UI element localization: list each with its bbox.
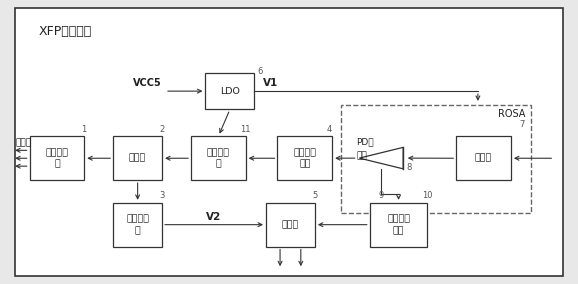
Text: 3: 3 xyxy=(160,191,165,200)
Text: VCC5: VCC5 xyxy=(134,78,162,88)
Text: ROSA: ROSA xyxy=(498,110,525,120)
Bar xyxy=(341,105,531,213)
Text: 差分线: 差分线 xyxy=(15,139,31,147)
Text: 功率检测
器: 功率检测 器 xyxy=(126,214,149,235)
Text: 9: 9 xyxy=(379,191,384,200)
Text: 耦合器: 耦合器 xyxy=(129,154,146,163)
Text: V1: V1 xyxy=(263,78,278,88)
Bar xyxy=(113,203,162,247)
Bar xyxy=(29,136,84,180)
Text: LDO: LDO xyxy=(220,87,240,96)
Bar xyxy=(266,203,315,247)
Bar xyxy=(370,203,427,247)
Text: 2: 2 xyxy=(160,124,165,133)
Text: 6: 6 xyxy=(257,66,262,76)
Text: 7: 7 xyxy=(520,120,525,129)
Text: 巴伦转换
器: 巴伦转换 器 xyxy=(46,148,68,169)
Bar xyxy=(191,136,246,180)
Text: PD探: PD探 xyxy=(357,137,374,146)
Text: 测器: 测器 xyxy=(357,151,367,160)
Text: 11: 11 xyxy=(240,124,250,133)
Text: 8: 8 xyxy=(406,163,412,172)
Bar xyxy=(205,73,254,110)
Text: 5: 5 xyxy=(312,191,317,200)
Text: 阻抗匹配
电路: 阻抗匹配 电路 xyxy=(294,148,316,169)
Text: 射频放大
器: 射频放大 器 xyxy=(207,148,230,169)
Text: 光接口: 光接口 xyxy=(475,154,492,163)
Text: 10: 10 xyxy=(421,191,432,200)
Text: 4: 4 xyxy=(327,124,332,133)
Text: 单片机: 单片机 xyxy=(282,220,299,229)
Bar xyxy=(113,136,162,180)
Bar xyxy=(456,136,511,180)
Text: 光功率检
测器: 光功率检 测器 xyxy=(387,214,410,235)
Text: XFP光收模块: XFP光收模块 xyxy=(38,25,91,38)
Bar xyxy=(277,136,332,180)
Text: 1: 1 xyxy=(81,124,87,133)
Text: V2: V2 xyxy=(206,212,222,222)
